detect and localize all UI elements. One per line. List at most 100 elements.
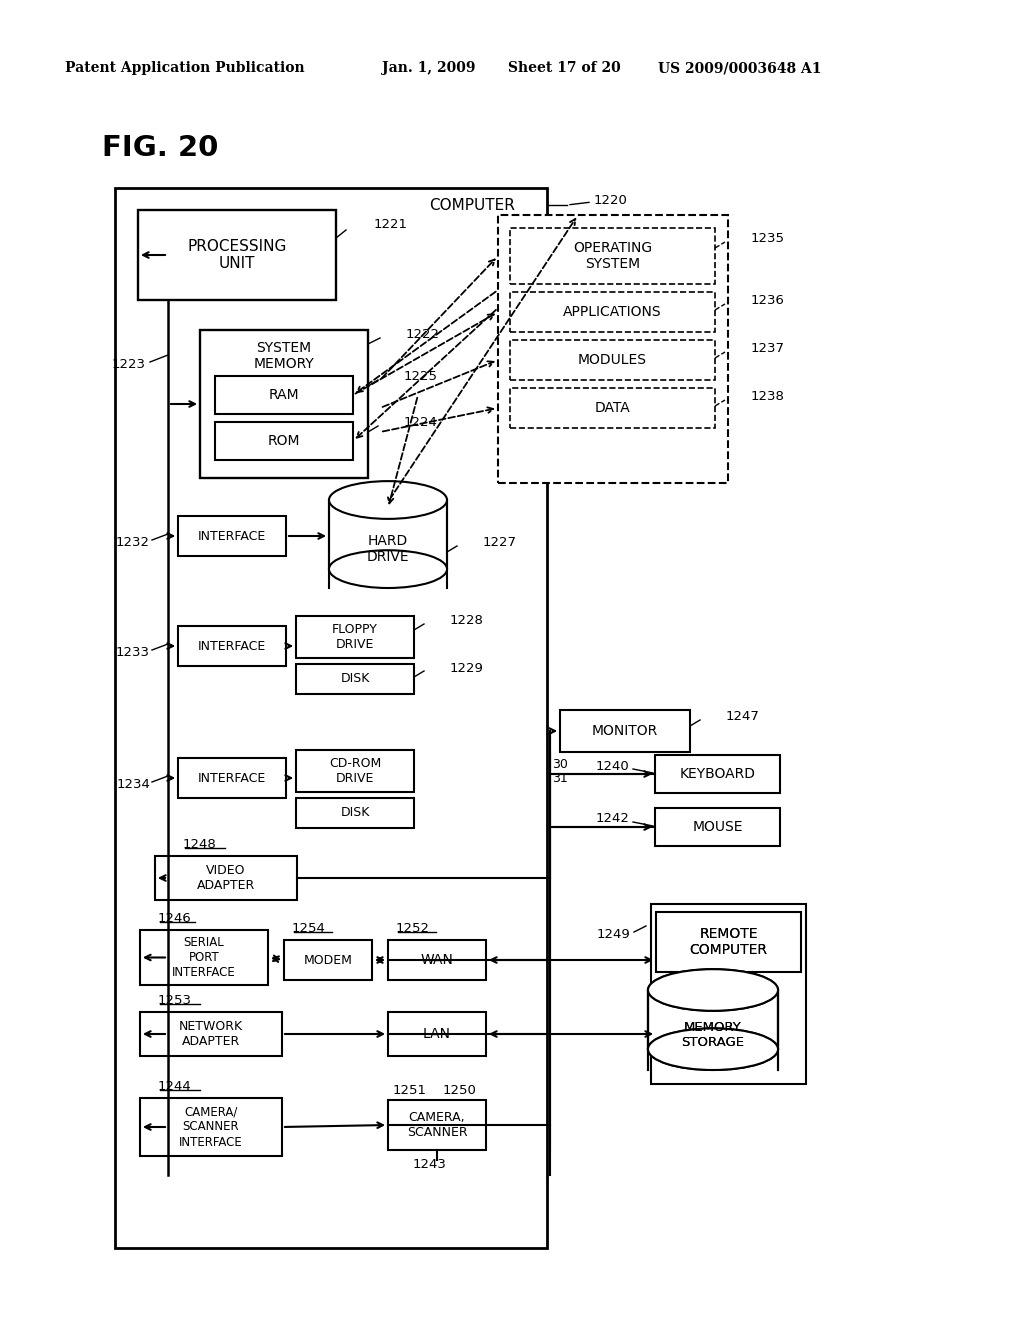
Text: COMPUTER: COMPUTER [429, 198, 515, 213]
Text: 1222: 1222 [406, 329, 440, 342]
Text: MONITOR: MONITOR [592, 723, 658, 738]
Text: 1240: 1240 [595, 759, 629, 772]
Bar [200, 330, 368, 478]
Ellipse shape [648, 1028, 778, 1071]
Text: 1238: 1238 [751, 391, 784, 404]
Text: 1248: 1248 [183, 838, 217, 851]
Bar [648, 990, 778, 1049]
Text: 1237: 1237 [751, 342, 785, 355]
Text: 1250: 1250 [443, 1084, 477, 1097]
Text: 1253: 1253 [158, 994, 193, 1007]
Text: APPLICATIONS: APPLICATIONS [563, 305, 662, 319]
Text: 1246: 1246 [158, 912, 191, 925]
Bar [296, 616, 414, 657]
Text: 1224: 1224 [404, 417, 438, 429]
Bar [140, 931, 268, 985]
Text: DISK: DISK [340, 672, 370, 685]
Text: CAMERA/
SCANNER
INTERFACE: CAMERA/ SCANNER INTERFACE [179, 1106, 243, 1148]
Text: WAN: WAN [421, 953, 454, 968]
Text: MODULES: MODULES [578, 352, 647, 367]
Text: FLOPPY
DRIVE: FLOPPY DRIVE [332, 623, 378, 651]
Text: 1225: 1225 [404, 371, 438, 384]
Bar [388, 940, 486, 979]
Text: Sheet 17 of 20: Sheet 17 of 20 [508, 61, 621, 75]
Text: 31: 31 [552, 771, 567, 784]
Text: 1254: 1254 [292, 923, 326, 936]
Text: KEYBOARD: KEYBOARD [680, 767, 756, 781]
Bar [215, 422, 353, 459]
Bar [510, 388, 715, 428]
Text: CD-ROM
DRIVE: CD-ROM DRIVE [329, 756, 381, 785]
Text: 1236: 1236 [751, 294, 784, 308]
Text: SERIAL
PORT
INTERFACE: SERIAL PORT INTERFACE [172, 936, 236, 979]
Ellipse shape [329, 480, 447, 519]
Text: 1249: 1249 [596, 928, 630, 941]
Ellipse shape [648, 969, 778, 1011]
Text: 1252: 1252 [396, 923, 430, 936]
Bar [498, 215, 728, 483]
Text: INTERFACE: INTERFACE [198, 639, 266, 652]
Text: 1235: 1235 [751, 232, 785, 246]
Bar [296, 664, 414, 694]
Text: MOUSE: MOUSE [692, 820, 742, 834]
Bar [655, 755, 780, 793]
Text: MEMORY
STORAGE: MEMORY STORAGE [682, 1020, 744, 1049]
Text: 1229: 1229 [450, 661, 484, 675]
Bar [510, 228, 715, 284]
Bar [510, 341, 715, 380]
Text: INTERFACE: INTERFACE [198, 771, 266, 784]
Text: MODEM: MODEM [303, 953, 352, 966]
Text: 1243: 1243 [413, 1158, 446, 1171]
Text: 1234: 1234 [116, 779, 150, 792]
Text: REMOTE
COMPUTER: REMOTE COMPUTER [689, 927, 768, 957]
Bar [284, 940, 372, 979]
Bar [178, 758, 286, 799]
Text: DATA: DATA [595, 401, 631, 414]
Text: RAM: RAM [268, 388, 299, 403]
Bar [388, 1012, 486, 1056]
Text: 1244: 1244 [158, 1081, 191, 1093]
Text: SYSTEM
MEMORY: SYSTEM MEMORY [254, 341, 314, 371]
Text: 1221: 1221 [374, 219, 408, 231]
Text: INTERFACE: INTERFACE [198, 529, 266, 543]
Bar [138, 210, 336, 300]
Text: Jan. 1, 2009: Jan. 1, 2009 [382, 61, 475, 75]
Text: MEMORY
STORAGE: MEMORY STORAGE [682, 1020, 744, 1049]
Text: VIDEO
ADAPTER: VIDEO ADAPTER [197, 865, 255, 892]
Bar [215, 376, 353, 414]
Text: NETWORK
ADAPTER: NETWORK ADAPTER [179, 1020, 243, 1048]
Text: ROM: ROM [267, 434, 300, 447]
Bar [651, 904, 806, 1084]
Ellipse shape [648, 1028, 778, 1071]
Text: 1220: 1220 [594, 194, 628, 206]
Text: 1233: 1233 [116, 647, 150, 660]
Bar [178, 516, 286, 556]
Text: US 2009/0003648 A1: US 2009/0003648 A1 [658, 61, 821, 75]
Bar [510, 292, 715, 333]
Bar [296, 799, 414, 828]
Text: 1228: 1228 [450, 615, 484, 627]
Text: 1251: 1251 [393, 1084, 427, 1097]
Ellipse shape [329, 550, 447, 587]
Text: DISK: DISK [340, 807, 370, 820]
Text: PROCESSING
UNIT: PROCESSING UNIT [187, 239, 287, 271]
Text: 1227: 1227 [483, 536, 517, 549]
Text: 1232: 1232 [116, 536, 150, 549]
Text: 30: 30 [552, 758, 568, 771]
Text: Patent Application Publication: Patent Application Publication [65, 61, 304, 75]
Bar [155, 855, 297, 900]
Text: 1247: 1247 [726, 710, 760, 723]
Ellipse shape [648, 969, 778, 1011]
Bar [655, 808, 780, 846]
Text: FIG. 20: FIG. 20 [102, 135, 218, 162]
Bar [388, 1100, 486, 1150]
Bar [115, 187, 547, 1247]
Bar [648, 990, 778, 1049]
Bar [178, 626, 286, 667]
Text: CAMERA,
SCANNER: CAMERA, SCANNER [407, 1111, 467, 1139]
Bar [656, 912, 801, 972]
Text: REMOTE
COMPUTER: REMOTE COMPUTER [689, 927, 768, 957]
Bar [140, 1012, 282, 1056]
Bar [656, 912, 801, 972]
Bar [140, 1098, 282, 1156]
